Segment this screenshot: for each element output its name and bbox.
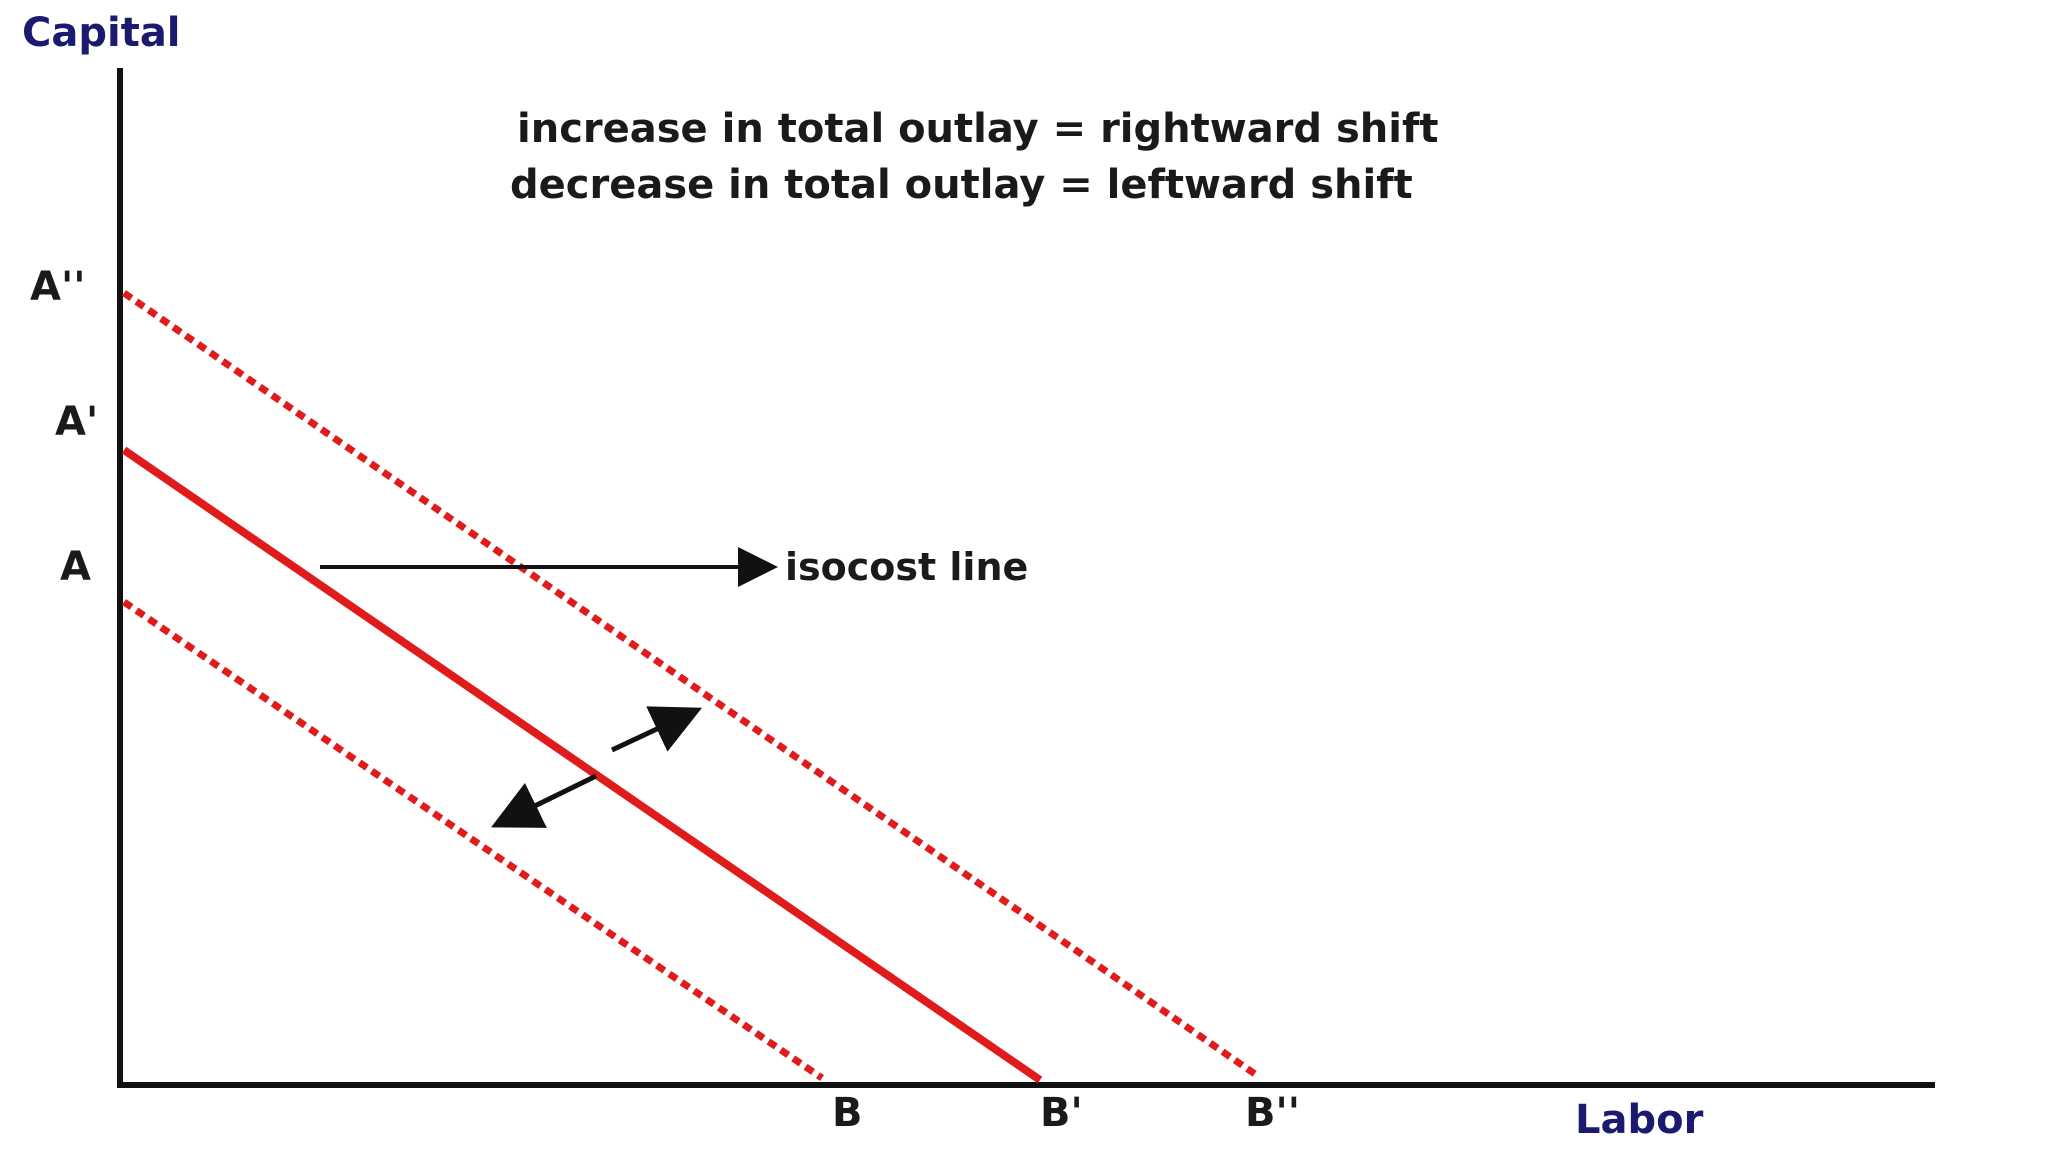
leftward-shift-arrow [491, 773, 598, 828]
label-a: A [60, 544, 91, 590]
isocost-line-increased [122, 290, 1257, 1077]
x-axis-label: Labor [1575, 1097, 1704, 1143]
y-axis-label: Capital [22, 10, 181, 56]
rightward-shift-arrow [610, 706, 703, 753]
increase-note: increase in total outlay = rightward shi… [517, 106, 1438, 152]
isocost-line-original [121, 446, 1043, 1084]
decrease-note: decrease in total outlay = leftward shif… [510, 162, 1413, 208]
label-b: B [832, 1090, 863, 1136]
label-b-double-prime: B'' [1245, 1090, 1300, 1136]
isocost-line-decreased [122, 599, 824, 1081]
label-a-double-prime: A'' [30, 264, 85, 310]
isocost-callout-label: isocost line [785, 545, 1028, 589]
label-b-prime: B' [1040, 1090, 1083, 1136]
label-a-prime: A' [55, 399, 98, 445]
